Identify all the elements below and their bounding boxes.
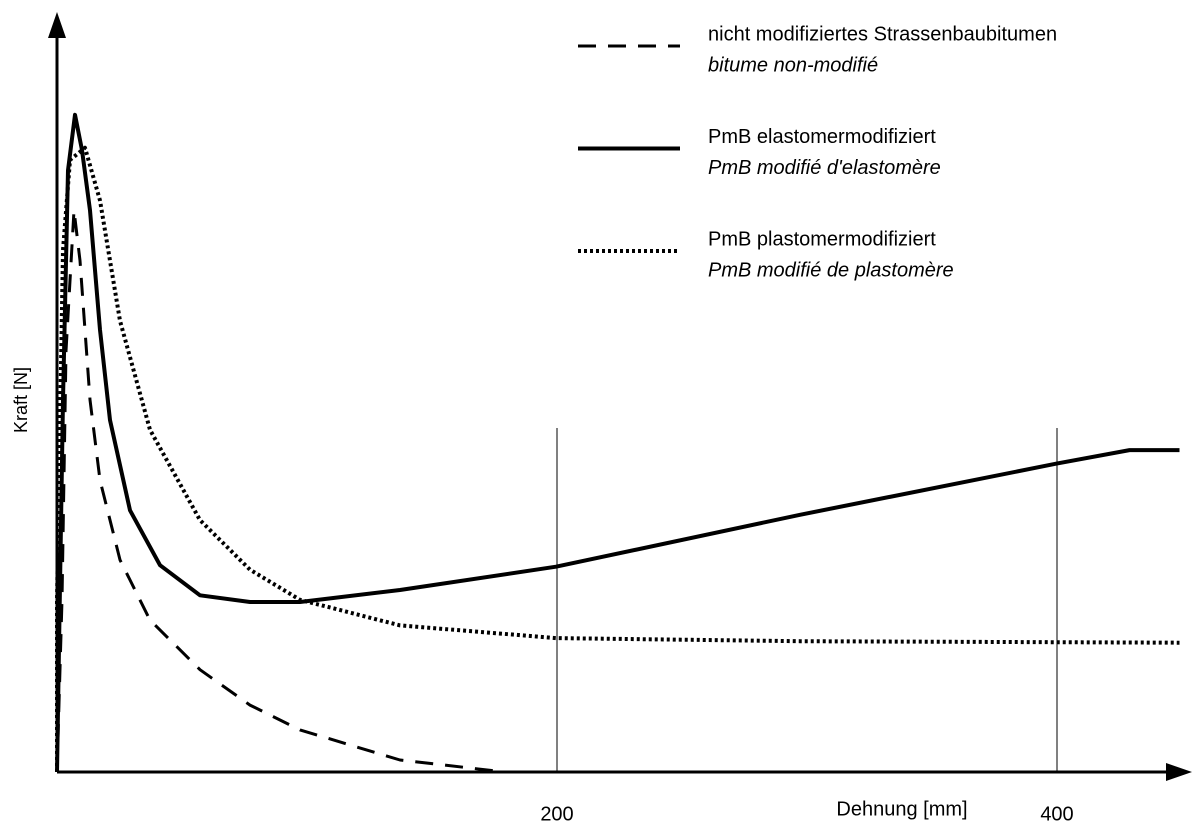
legend-label-fr: bitume non-modifié	[708, 54, 878, 76]
line-series	[55, 112, 1180, 773]
legend-label-fr: PmB modifié de plastomère	[708, 259, 954, 281]
y-axis-arrow	[48, 12, 66, 38]
x-axis-label: Dehnung [mm]	[836, 798, 967, 820]
line-series	[55, 208, 506, 774]
x-tick-label: 200	[540, 803, 573, 825]
x-axis-arrow	[1166, 763, 1192, 781]
x-tick-label: 400	[1040, 803, 1073, 825]
y-axis-label: Kraft [N]	[11, 367, 31, 433]
legend-label: PmB plastomermodifiziert	[708, 228, 936, 250]
legend-label-fr: PmB modifié d'elastomère	[708, 157, 941, 179]
line-series	[55, 145, 1180, 772]
legend-label: nicht modifiziertes Strassenbaubitumen	[708, 23, 1057, 45]
legend-label: PmB elastomermodifiziert	[708, 126, 936, 148]
